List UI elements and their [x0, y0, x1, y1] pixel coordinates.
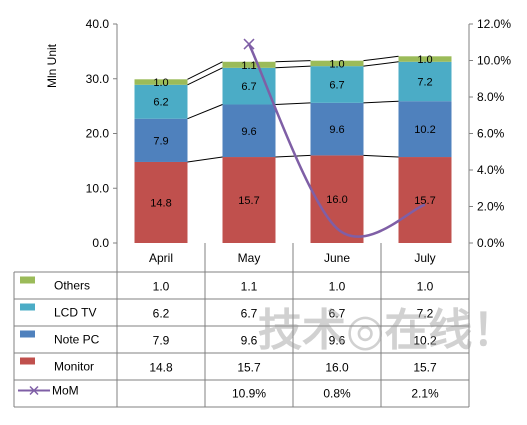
table-cell-value: 16.0	[325, 361, 349, 375]
legend-swatch	[20, 303, 35, 311]
bar-lcd-tv	[134, 84, 188, 119]
series-line	[275, 102, 311, 105]
y-tick-label: 40.0	[86, 17, 110, 31]
table-cell-value: 0.8%	[323, 387, 351, 401]
bar-value-label: 6.7	[329, 79, 344, 91]
chart-axes: 0.0 10.0 20.0 30.0 40.0 0.0% 2.0% 4.0% 6.0% 8.0% 1…	[45, 17, 511, 250]
series-line	[187, 104, 223, 120]
series-line	[363, 61, 399, 67]
legend-swatch	[20, 357, 35, 365]
y2-tick-label: 6.0%	[477, 127, 505, 141]
y-axis-title: Mln Unit	[45, 43, 59, 88]
x-tick-label: June	[324, 251, 350, 265]
table-cell-value: 1.1	[241, 280, 258, 294]
bar-note-pc	[134, 118, 188, 162]
bar-value-label: 6.2	[153, 97, 168, 109]
bar-value-label: 7.2	[417, 76, 432, 88]
bar-value-label: 10.2	[414, 124, 435, 136]
y-tick-label: 0.0	[92, 236, 109, 250]
mom-marker	[243, 38, 255, 50]
bar-value-label: 14.8	[150, 197, 171, 209]
bar-value-label: 7.9	[153, 135, 168, 147]
table-cell-value: 6.2	[153, 307, 170, 321]
series-line	[363, 55, 399, 62]
bar-lcd-tv	[398, 61, 452, 102]
table-cell-value: 6.7	[241, 307, 258, 321]
table-cell-value: 9.6	[329, 334, 346, 348]
series-line	[363, 154, 399, 158]
legend-label: Others	[54, 279, 90, 293]
table-cell-value: 7.9	[153, 334, 170, 348]
y2-tick-label: 10.0%	[477, 54, 511, 68]
legend-swatch	[20, 276, 35, 284]
bar-value-label: 1.0	[153, 77, 168, 89]
table-cell-value: 1.0	[153, 280, 170, 294]
legend-mom-marker	[29, 385, 39, 396]
y2-tick-label: 2.0%	[477, 200, 505, 214]
y2-tick-label: 12.0%	[477, 17, 511, 31]
legend-label: Monitor	[54, 360, 94, 374]
series-line	[187, 61, 223, 80]
bar-note-pc	[310, 102, 364, 156]
bars-layer: 14.8 7.9 6.2 1.0 15.7 9.6 6.7 1.1 16.0 9.6 6.7 1.0 1…	[134, 54, 452, 243]
bar-value-label: 1.0	[329, 58, 344, 70]
bar-value-label: 9.6	[329, 124, 344, 136]
bar-others	[398, 56, 452, 62]
table-cell-value: 7.2	[417, 307, 434, 321]
table-cell-value: 6.7	[329, 307, 346, 321]
bar-value-label: 15.7	[238, 195, 259, 207]
y2-tick-label: 8.0%	[477, 90, 505, 104]
series-line	[275, 65, 311, 69]
table-cell-value: 15.7	[237, 361, 261, 375]
x-tick-label: April	[149, 251, 173, 265]
x-tick-label: July	[414, 251, 435, 265]
y-tick-label: 30.0	[86, 72, 110, 86]
data-table: April May June July Others 1.0 1.1 1.0 1.0 LCD TV…	[13, 243, 470, 408]
bar-others	[134, 79, 188, 85]
series-line	[275, 60, 311, 63]
bar-note-pc	[222, 104, 276, 158]
series-line	[187, 67, 223, 86]
bar-value-label: 6.7	[241, 81, 256, 93]
legend-label: LCD TV	[54, 306, 96, 320]
bar-lcd-tv	[310, 66, 364, 103]
table-cell-value: 14.8	[149, 361, 173, 375]
y2-tick-label: 4.0%	[477, 163, 505, 177]
legend-label: MoM	[52, 384, 79, 398]
table-cell-value: 10.2	[413, 334, 437, 348]
bar-value-label: 1.0	[417, 54, 432, 66]
bar-monitor	[222, 157, 276, 243]
table-cell-value: 1.0	[329, 280, 346, 294]
legend-label: Note PC	[54, 333, 100, 347]
series-connector-lines	[187, 55, 399, 163]
series-line	[275, 154, 311, 158]
series-line	[363, 100, 399, 104]
table-cell-value: 1.0	[417, 280, 434, 294]
mom-line	[247, 43, 426, 238]
x-tick-label: May	[238, 251, 261, 265]
table-cell-value: 2.1%	[411, 387, 439, 401]
mom-line-layer	[243, 38, 426, 238]
bar-value-label: 9.6	[241, 126, 256, 138]
bar-note-pc	[398, 101, 452, 158]
bar-others	[222, 61, 276, 68]
table-cell-value: 10.9%	[232, 387, 266, 401]
bar-monitor	[134, 161, 188, 243]
table-cell-value: 9.6	[241, 334, 258, 348]
watermark-text: 技术◎在线！	[258, 305, 516, 356]
bar-monitor	[398, 157, 452, 243]
table-cell-value: 15.7	[413, 361, 437, 375]
y2-tick-label: 0.0%	[477, 236, 505, 250]
y-tick-label: 10.0	[86, 181, 110, 195]
series-line	[187, 156, 223, 163]
y-tick-label: 20.0	[86, 127, 110, 141]
bar-value-label: 16.0	[326, 194, 347, 206]
legend-swatch	[20, 330, 35, 338]
bar-others	[310, 60, 364, 67]
bar-value-label: 1.1	[241, 60, 256, 72]
bar-value-label: 15.7	[414, 195, 435, 207]
